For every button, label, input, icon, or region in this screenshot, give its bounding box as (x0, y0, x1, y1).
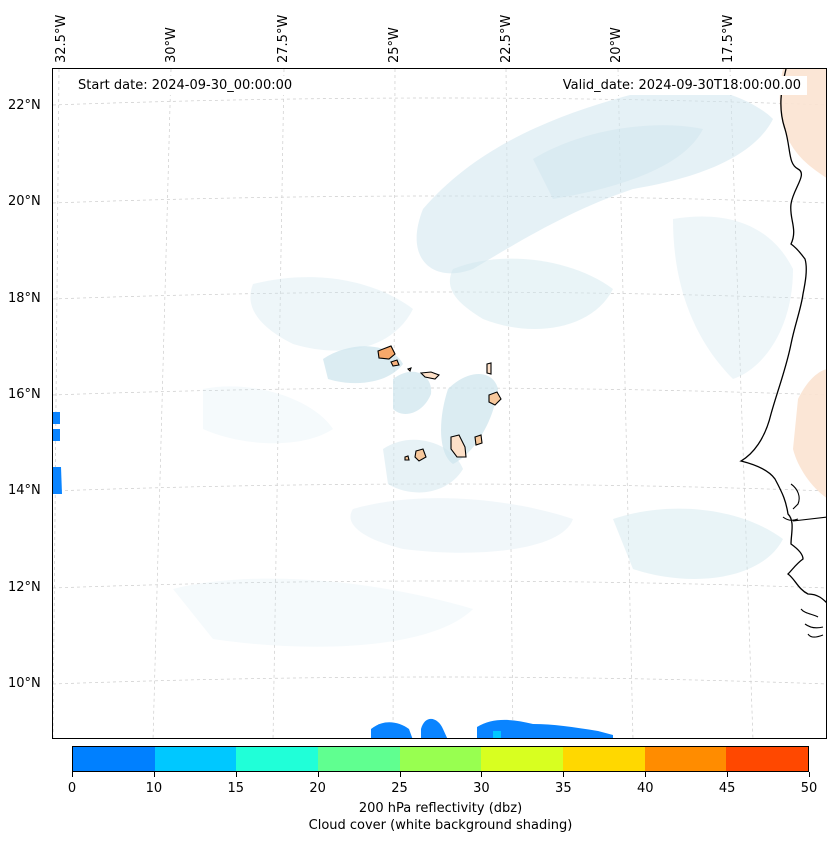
colorbar-label: 200 hPa reflectivity (dbz) (358, 801, 523, 816)
lat-label-18n: 18°N (8, 291, 41, 306)
colorbar-segment (73, 747, 155, 771)
colorbar (72, 746, 809, 772)
coast-detail-north (782, 483, 826, 522)
graticule (53, 69, 826, 738)
colorbar-tick-label: 35 (555, 781, 572, 796)
lat-label-14n: 14°N (8, 483, 41, 498)
island-sao-nicolau (419, 371, 440, 380)
lon-label-32-5w: 32.5°W (54, 14, 69, 63)
colorbar-tickmark (809, 772, 810, 777)
lat-label-12n: 12°N (8, 580, 41, 595)
colorbar-tick-label: 0 (67, 781, 77, 796)
colorbar-segment (236, 747, 319, 771)
map-canvas (53, 69, 826, 738)
island-fogo (414, 448, 427, 462)
colorbar-tickmark (481, 772, 483, 777)
lon-label-25w: 25°W (387, 27, 402, 63)
colorbar-tickmark (563, 772, 565, 777)
colorbar-tickmark (72, 772, 73, 777)
lon-label-22-5w: 22.5°W (499, 14, 514, 63)
island-santa-luzia (406, 367, 412, 373)
colorbar-segment (318, 747, 400, 771)
colorbar-segment (481, 747, 564, 771)
lat-label-20n: 20°N (8, 194, 41, 209)
valid-date-label: Valid_date: 2024-09-30T18:00:00.00 (556, 76, 807, 95)
colorbar-tick-label: 20 (309, 781, 326, 796)
colorbar-segment (726, 747, 809, 771)
colorbar-tickmark (235, 772, 237, 777)
colorbar-tick-label: 30 (473, 781, 490, 796)
cloud-cover-shading (173, 86, 793, 647)
reflectivity-patches (53, 412, 613, 738)
colorbar-tick-label: 10 (145, 781, 163, 796)
coast-detail-south (800, 608, 824, 638)
colorbar-tick-label: 45 (718, 781, 736, 796)
colorbar-segment (563, 747, 645, 771)
lon-label-30w: 30°W (164, 27, 179, 63)
colorbar-sublabel: Cloud cover (white background shading) (308, 818, 573, 833)
island-sao-vicente (390, 359, 400, 367)
african-coastline (739, 69, 826, 603)
start-date-label: Start date: 2024-09-30_00:00:00 (72, 76, 299, 95)
colorbar-tickmark (727, 772, 729, 777)
lon-label-20w: 20°W (609, 27, 624, 63)
lat-label-10n: 10°N (8, 676, 41, 691)
colorbar-tick-label: 50 (800, 781, 818, 796)
island-santo-antao (377, 345, 396, 360)
colorbar-tickmark (645, 772, 647, 777)
lat-label-16n: 16°N (8, 387, 41, 402)
colorbar-tick-label: 40 (636, 781, 654, 796)
colorbar-segment (399, 747, 482, 771)
colorbar-tickmark (153, 772, 155, 777)
colorbar-segment (154, 747, 237, 771)
lon-label-27-5w: 27.5°W (276, 14, 291, 63)
island-boa-vista (488, 391, 502, 406)
lon-label-17-5w: 17.5°W (721, 14, 736, 63)
colorbar-tickmark (399, 772, 401, 777)
map-panel (52, 68, 827, 739)
colorbar-tick-label: 15 (227, 781, 245, 796)
colorbar-segment (644, 747, 727, 771)
island-maio (474, 434, 483, 446)
lat-label-22n: 22°N (8, 98, 41, 113)
island-brava (404, 455, 410, 461)
cape-verde-islands (377, 345, 502, 462)
colorbar-tickmark (317, 772, 319, 777)
island-sal (486, 362, 492, 375)
colorbar-tick-label: 25 (391, 781, 408, 796)
island-santiago (450, 434, 467, 458)
land-warm-shading (779, 69, 826, 498)
